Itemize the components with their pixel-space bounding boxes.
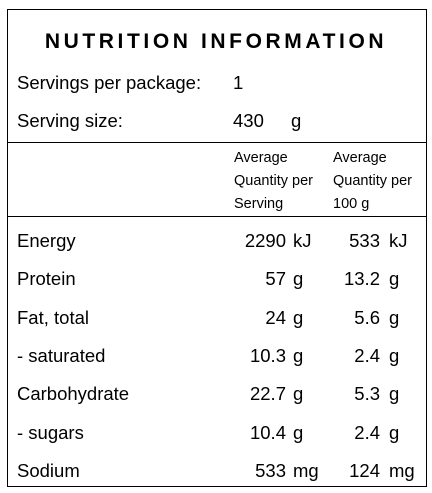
row-carbohydrate-per100-unit: g xyxy=(389,383,400,404)
row-sugars-name: - sugars xyxy=(17,422,84,443)
column-header-divider xyxy=(7,216,427,217)
row-sodium-serving-unit: mg xyxy=(293,460,319,481)
row-saturated-per100-value: 2.4 xyxy=(354,345,380,366)
col-100g-header-line3: 100 g xyxy=(333,196,370,212)
row-saturated-name: - saturated xyxy=(17,345,106,366)
nutrition-panel xyxy=(7,9,427,487)
serving-size-label: Serving size: xyxy=(17,110,123,131)
row-fat-total-name: Fat, total xyxy=(17,307,89,328)
row-saturated-serving-unit: g xyxy=(293,345,304,366)
row-carbohydrate-serving-value: 22.7 xyxy=(249,383,286,404)
row-fat-total-serving-unit: g xyxy=(293,307,304,328)
row-sodium-per100-unit: mg xyxy=(389,460,415,481)
row-protein-serving-unit: g xyxy=(293,268,304,289)
panel-title: NUTRITION INFORMATION xyxy=(44,30,388,53)
header-divider xyxy=(7,142,427,143)
row-saturated-serving-value: 10.3 xyxy=(249,345,286,366)
servings-value: 1 xyxy=(233,72,244,93)
row-fat-total-per100-value: 5.6 xyxy=(354,307,380,328)
row-fat-total-per100-unit: g xyxy=(389,307,400,328)
row-carbohydrate-serving-unit: g xyxy=(293,383,304,404)
row-sugars-per100-unit: g xyxy=(389,422,400,443)
serving-size-unit: g xyxy=(291,110,302,131)
col-100g-header-line1: Average xyxy=(333,150,387,166)
row-carbohydrate-per100-value: 5.3 xyxy=(354,383,380,404)
row-energy-per100-unit: kJ xyxy=(389,230,408,251)
row-sodium-name: Sodium xyxy=(17,460,80,481)
col-100g-header-line2: Quantity per xyxy=(333,173,412,189)
col-serving-header-line2: Quantity per xyxy=(234,173,313,189)
row-saturated-per100-unit: g xyxy=(389,345,400,366)
col-serving-header-line1: Average xyxy=(234,150,288,166)
row-energy-serving-unit: kJ xyxy=(293,230,312,251)
servings-label: Servings per package: xyxy=(17,72,202,93)
row-sugars-per100-value: 2.4 xyxy=(354,422,380,443)
row-protein-per100-unit: g xyxy=(389,268,400,289)
row-protein-name: Protein xyxy=(17,268,76,289)
serving-size-value: 430 xyxy=(233,110,264,131)
row-energy-name: Energy xyxy=(17,230,76,251)
row-fat-total-serving-value: 24 xyxy=(265,307,286,328)
row-sodium-serving-value: 533 xyxy=(255,460,286,481)
row-energy-per100-value: 533 xyxy=(349,230,380,251)
row-sodium-per100-value: 124 xyxy=(349,460,380,481)
row-carbohydrate-name: Carbohydrate xyxy=(17,383,130,404)
col-serving-header-line3: Serving xyxy=(234,196,284,212)
row-sugars-serving-unit: g xyxy=(293,422,304,443)
row-sugars-serving-value: 10.4 xyxy=(249,422,286,443)
row-protein-per100-value: 13.2 xyxy=(343,268,380,289)
row-protein-serving-value: 57 xyxy=(265,268,286,289)
row-energy-serving-value: 2290 xyxy=(244,230,286,251)
